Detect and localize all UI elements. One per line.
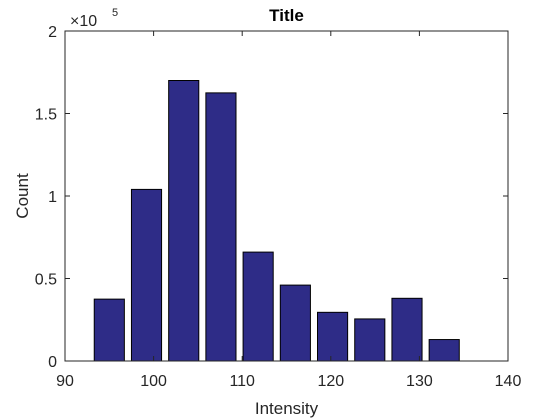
y-tick-label: 0 <box>48 354 57 371</box>
tick-labels-group: 90 100 110 120 130 140 0 0.5 1 1.5 2 <box>35 24 522 390</box>
histogram-bar <box>168 80 200 362</box>
histogram-bar <box>391 297 423 362</box>
y-tick-label: 2 <box>48 24 57 41</box>
y-axis-exponent: ×10 5 <box>70 7 118 30</box>
ticks-group <box>64 30 509 362</box>
x-tick-label: 130 <box>406 373 433 390</box>
histogram-bar <box>317 311 349 362</box>
x-tick-label: 90 <box>56 373 74 390</box>
histogram-bar <box>93 298 125 362</box>
chart-title: Title <box>269 6 304 25</box>
y-tick-label: 1.5 <box>35 107 57 124</box>
histogram-bar <box>242 251 274 362</box>
x-tick-label: 100 <box>140 373 167 390</box>
y-tick-label: 1 <box>48 189 57 206</box>
y-tick-label: 0.5 <box>35 272 57 289</box>
y-axis-label: Count <box>13 173 32 219</box>
histogram-bar <box>354 318 386 362</box>
x-axis-label: Intensity <box>255 399 319 418</box>
x-tick-label: 120 <box>317 373 344 390</box>
y-exponent-power: 5 <box>112 7 118 19</box>
x-tick-label: 110 <box>229 373 255 390</box>
histogram-bar <box>428 339 460 362</box>
x-tick-label: 140 <box>495 373 522 390</box>
histogram-bar <box>205 92 237 362</box>
y-exponent-base: ×10 <box>70 13 97 30</box>
histogram-bar <box>130 188 163 362</box>
histogram-bar <box>279 284 311 362</box>
bars-group <box>93 80 460 362</box>
